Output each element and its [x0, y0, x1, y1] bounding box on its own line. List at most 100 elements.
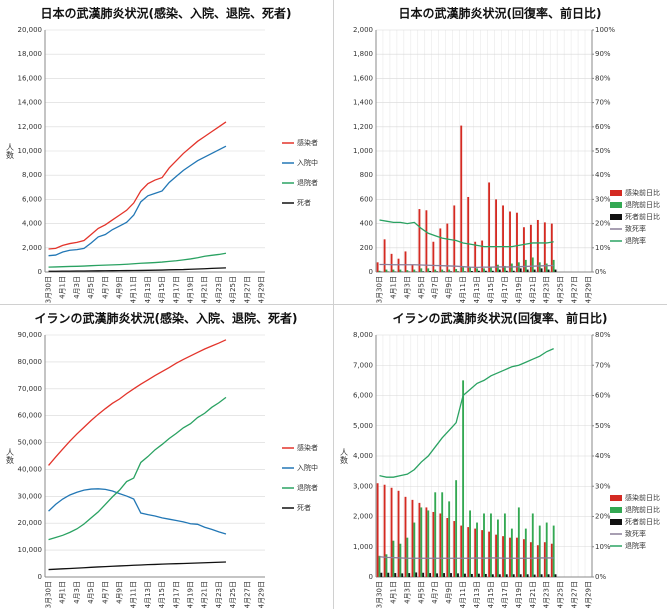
- x-tick-label: 4月21日: [201, 581, 209, 608]
- bar: [512, 574, 515, 577]
- legend-label: 入院中: [297, 158, 318, 167]
- bar: [411, 499, 414, 577]
- bar: [390, 253, 393, 272]
- y-tick-label: 1,200: [353, 123, 373, 131]
- x-tick-label: 4月17日: [501, 276, 509, 303]
- bar: [420, 507, 423, 577]
- bar: [483, 268, 485, 272]
- y-tick-label: 4,000: [353, 452, 373, 460]
- bar: [484, 573, 487, 577]
- bar: [455, 268, 458, 272]
- bar: [502, 536, 504, 577]
- y2-tick-label: 40%: [595, 171, 611, 179]
- y-tick-label: 7,000: [353, 361, 373, 369]
- bar: [477, 573, 480, 577]
- x-tick-label: 4月21日: [529, 276, 537, 303]
- bar: [491, 270, 494, 272]
- bar: [429, 573, 432, 577]
- x-tick-label: 4月13日: [144, 581, 152, 608]
- y-tick-label: 70,000: [18, 385, 43, 393]
- bar: [376, 262, 379, 272]
- bar: [439, 513, 442, 577]
- bar: [446, 518, 449, 577]
- bar: [469, 510, 471, 577]
- series-line: [48, 561, 226, 571]
- x-tick-label: 4月11日: [459, 276, 467, 303]
- x-tick-label: 4月19日: [186, 581, 194, 608]
- y-tick-label: 2,000: [353, 513, 373, 521]
- legend-swatch: [610, 519, 622, 525]
- bar: [543, 222, 546, 272]
- bar: [380, 572, 383, 577]
- bar: [484, 270, 487, 272]
- x-tick-label: 4月3日: [73, 276, 81, 299]
- panel-bg: [0, 0, 333, 304]
- bar: [531, 257, 534, 272]
- bar: [383, 239, 386, 272]
- y-tick-label: 2,000: [22, 244, 42, 252]
- legend-label: 致死率: [625, 529, 646, 538]
- bar: [387, 572, 390, 577]
- x-tick-label: 4月9日: [445, 276, 453, 299]
- bar: [406, 537, 409, 577]
- y2-tick-label: 50%: [595, 422, 611, 430]
- bar: [420, 268, 423, 272]
- bar: [455, 480, 458, 577]
- bar: [429, 271, 432, 272]
- bar: [505, 270, 508, 272]
- x-tick-label: 4月3日: [403, 581, 411, 604]
- y-tick-label: 800: [360, 171, 373, 179]
- bar: [512, 270, 515, 272]
- bar: [554, 269, 557, 272]
- y2-tick-label: 0%: [595, 573, 606, 581]
- bar: [529, 542, 532, 577]
- x-tick-label: 4月17日: [501, 581, 509, 608]
- x-tick-label: 4月27日: [243, 581, 251, 608]
- bar: [434, 492, 437, 577]
- bar: [378, 270, 381, 272]
- legend-label: 死者: [297, 504, 311, 512]
- bar: [540, 574, 543, 577]
- bar: [509, 211, 511, 272]
- legend-label: 入院中: [297, 463, 318, 472]
- y-tick-label: 60,000: [18, 412, 43, 420]
- bar: [536, 219, 539, 272]
- x-tick-label: 4月29日: [257, 276, 265, 303]
- bar: [533, 574, 536, 577]
- bar: [526, 574, 529, 577]
- x-tick-label: 4月21日: [529, 581, 537, 608]
- bar: [476, 268, 478, 272]
- y-tick-label: 1,000: [353, 147, 373, 155]
- x-tick-label: 4月17日: [172, 276, 180, 303]
- chart-panel: 日本の武漢肺炎状況(回復率、前日比) 0 200 400 600 800 1,000 1,20…: [334, 0, 667, 304]
- bar: [392, 540, 395, 577]
- bar: [418, 209, 421, 272]
- bar: [443, 271, 445, 272]
- legend-label: 感染前日比: [625, 188, 660, 197]
- x-tick-label: 4月13日: [473, 276, 481, 303]
- x-tick-label: 4月29日: [585, 581, 593, 608]
- x-tick-label: 4月15日: [158, 581, 166, 608]
- bar: [531, 513, 534, 577]
- legend-label: 感染前日比: [625, 493, 660, 502]
- y-axis-label: 人数: [6, 448, 15, 465]
- series-line: [379, 348, 554, 478]
- bar: [443, 573, 445, 577]
- bar: [529, 224, 532, 272]
- bar: [457, 271, 459, 272]
- bar: [490, 267, 492, 272]
- y2-tick-label: 90%: [595, 50, 611, 58]
- bar: [394, 573, 397, 577]
- bar: [462, 380, 465, 577]
- bar: [385, 269, 388, 272]
- bar: [404, 496, 407, 577]
- bar: [481, 530, 484, 577]
- legend-label: 退院率: [625, 236, 646, 245]
- chart-panel: 日本の武漢肺炎状況(感染、入院、退院、死者) 人数 0 2,000 4,000 6,000…: [0, 0, 333, 304]
- x-tick-label: 4月9日: [116, 276, 124, 299]
- y-tick-label: 10,000: [18, 546, 43, 554]
- bar: [432, 511, 435, 577]
- bar: [401, 573, 404, 577]
- series-line: [48, 396, 227, 541]
- bar: [418, 502, 421, 577]
